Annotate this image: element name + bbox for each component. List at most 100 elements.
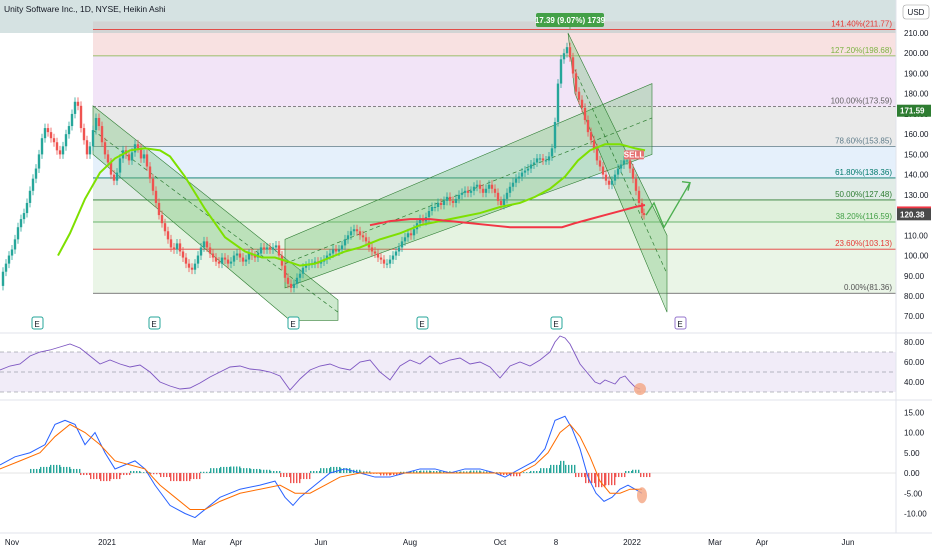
candle [100,126,104,143]
macd-hist-bar [306,473,308,480]
candle [616,168,620,175]
candle [49,132,53,139]
time-tick-label: Oct [494,538,507,547]
macd-hist-bar [203,471,205,473]
macd-hist-bar [608,473,610,486]
candle [559,59,563,84]
candle [601,166,605,175]
candle [151,178,155,191]
macd-hist-bar [253,468,255,473]
macd-hist-bar [300,473,302,480]
candle [613,174,617,181]
price-tick-label: 180.00 [904,90,929,99]
macd-hist-bar [463,471,465,473]
macd-hist-bar [59,464,61,473]
macd-hist-bar [400,471,402,473]
macd-tick-label: 0.00 [904,469,920,478]
time-tick-label: Jun [842,538,855,547]
macd-hist-bar [575,473,577,478]
macd-hist-bar [216,468,218,473]
price-tag [897,104,931,117]
price-tick-label: 90.00 [904,272,925,281]
macd-hist-bar [621,473,623,478]
time-tick-label: Jun [315,538,328,547]
earnings-marker-label: E [419,320,424,329]
macd-hist-bar [614,473,616,486]
macd-hist-bar [510,473,512,477]
candle [436,202,440,207]
price-axis[interactable]: 70.0080.0090.00100.00110.00120.00130.001… [897,29,931,321]
candle [43,128,47,139]
macd-hist-bar [69,466,71,473]
candle [466,190,470,193]
candle [289,283,293,288]
candle [451,200,455,203]
macd-hist-bar [480,471,482,473]
time-axis[interactable]: Nov 2021 Mar Apr Jun Aug Oct 8 2022 Mar Apr Jun [0,532,932,547]
macd-hist-bar [90,473,92,480]
macd-hist-bar [646,473,648,478]
candle [85,140,89,155]
macd-hist-bar [249,468,251,473]
candle [118,158,122,173]
macd-hist-bar [563,460,565,473]
candle [211,253,215,258]
macd-hist-bar [326,468,328,473]
candle [328,253,332,256]
candle [481,188,485,193]
macd-hist-bar [479,470,481,473]
fib-level-label: 61.80%(138.36) [835,168,892,177]
macd-hist-bar [53,464,55,473]
macd-hist-bar [206,471,208,473]
currency-badge[interactable] [902,4,930,20]
macd-hist-bar [591,473,593,484]
time-tick-label: 2022 [623,538,641,547]
time-tick-label: Nov [5,538,19,547]
macd-hist-bar [386,473,388,476]
macd-hist-bar [469,471,471,473]
candle [142,154,146,159]
candle [139,148,143,159]
macd-hist-bar [66,466,68,473]
macd-hist-bar [643,473,645,478]
candle [598,160,602,167]
macd-hist-bar [330,466,332,473]
candle [373,251,377,254]
candle [484,188,488,193]
peak-label: 17.39 (9.07%) 1739 [535,16,606,25]
macd-hist-bar [513,473,515,477]
candle [160,215,164,224]
candle [187,263,191,268]
candle [622,160,626,165]
price-tick-label: 160.00 [904,130,929,139]
candle [520,172,524,177]
macd-tick-label: -5.00 [904,489,923,498]
macd-hist-bar [640,473,642,478]
candle [403,237,407,242]
candle [529,164,533,169]
chart-title: Unity Software Inc., 1D, NYSE, Heikin As… [4,4,166,14]
macd-hist-bar [533,470,535,473]
time-tick-label: Mar [192,538,206,547]
macd-hist-bar [473,470,475,473]
macd-hist-bar [180,473,182,482]
sma-slow-line [369,203,646,229]
candle [544,160,548,162]
macd-hist-bar [383,473,385,476]
macd-hist-bar [459,471,461,473]
macd-hist-bar [403,471,405,473]
macd-hist-bar [196,473,198,480]
macd-hist-bar [80,473,82,476]
macd-hist-bar [230,466,232,473]
macd-hist-bar [236,466,238,473]
macd-hist-bar [293,473,295,484]
annotations: 17.39 (9.07%) 1739 SELL E E E E E E [0,0,932,533]
candle [241,257,245,262]
macd-tick-label: 15.00 [904,408,925,417]
candle [496,192,500,201]
candle [358,231,362,236]
macd-hist-bar [565,464,567,473]
macd-hist-bar [136,470,138,473]
earnings-marker [287,316,300,330]
